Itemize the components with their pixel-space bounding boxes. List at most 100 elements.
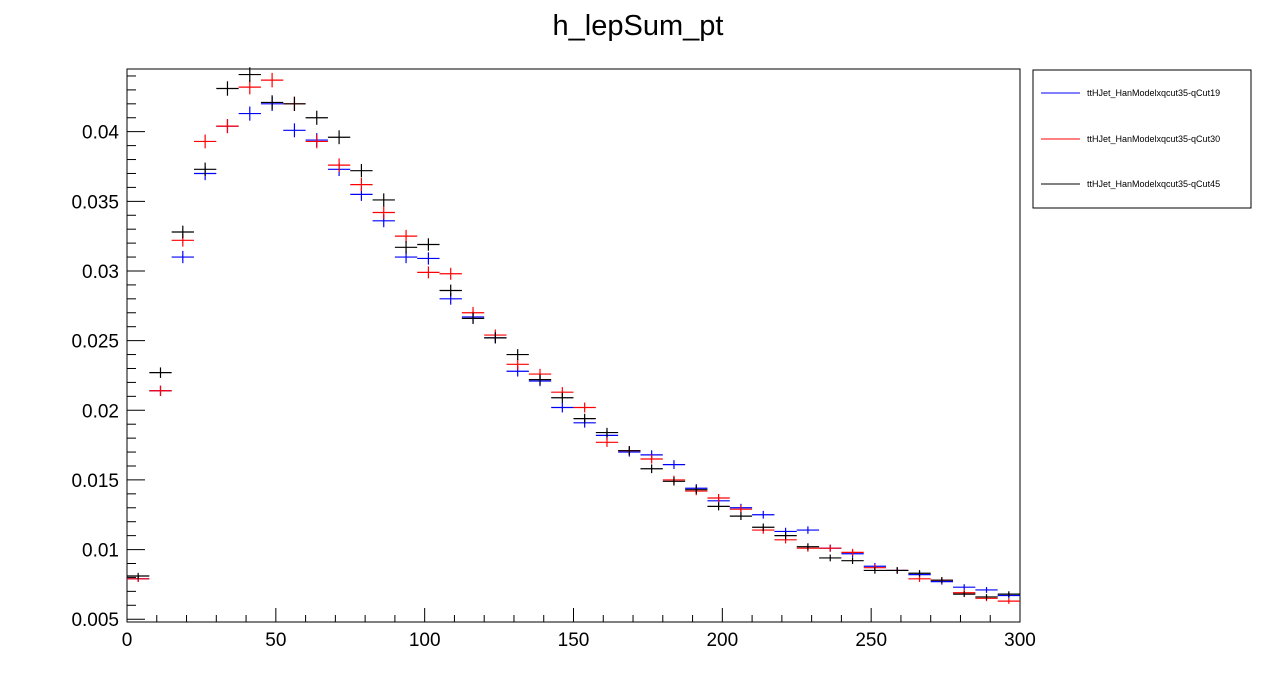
legend-label: ttHJet_HanModelxqcut35-qCut19 — [1087, 88, 1220, 98]
data-series — [127, 67, 1020, 604]
y-tick-label: 0.02 — [82, 401, 119, 422]
chart-title: h_lepSum_pt — [553, 10, 724, 42]
data-point — [484, 332, 507, 344]
data-point — [908, 575, 931, 582]
legend: ttHJet_HanModelxqcut35-qCut19 ttHJet_HanM… — [1032, 69, 1252, 209]
data-point — [461, 312, 485, 325]
y-tick-label: 0.015 — [71, 471, 119, 492]
y-tick-label: 0.035 — [71, 192, 119, 213]
data-point — [260, 95, 284, 110]
x-tick-label: 100 — [409, 630, 441, 651]
data-point — [796, 543, 820, 551]
y-tick-label: 0.005 — [71, 610, 119, 631]
data-point — [394, 241, 418, 254]
data-point — [394, 229, 418, 243]
x-tick-label: 0 — [122, 630, 133, 651]
data-point — [171, 225, 194, 239]
data-point — [149, 385, 172, 396]
data-point — [127, 572, 150, 580]
data-point — [283, 123, 306, 138]
data-point — [238, 106, 261, 121]
data-point — [618, 446, 641, 456]
data-point — [417, 252, 440, 265]
data-point — [707, 502, 730, 511]
data-point — [171, 250, 194, 264]
data-point — [372, 193, 395, 207]
data-point — [886, 567, 909, 574]
data-point — [350, 177, 373, 192]
x-axis: 0 50 100 150 200 250 300 — [122, 608, 1036, 651]
x-tick-label: 300 — [1004, 630, 1036, 651]
data-point — [305, 134, 328, 149]
data-point — [238, 79, 261, 95]
data-point — [283, 96, 306, 111]
data-point — [930, 577, 954, 584]
data-point — [350, 163, 373, 178]
plot-frame — [126, 68, 1021, 623]
x-tick-label: 150 — [558, 630, 590, 651]
data-point — [908, 570, 931, 577]
data-point — [729, 512, 753, 521]
y-tick-label: 0.03 — [82, 262, 119, 283]
series-1 — [127, 96, 1020, 599]
data-point — [372, 206, 395, 219]
data-point — [193, 134, 217, 149]
legend-label: ttHJet_HanModelxqcut35-qCut45 — [1087, 179, 1220, 189]
data-point — [841, 557, 864, 565]
data-point — [707, 493, 730, 503]
series-2 — [127, 72, 1020, 604]
data-point — [595, 437, 619, 447]
data-point — [796, 526, 820, 534]
y-axis: 0.005 0.01 0.015 0.02 0.025 0.03 0.035 0.04 — [71, 75, 145, 631]
data-point — [506, 358, 529, 370]
data-point — [819, 544, 842, 552]
data-point — [662, 460, 686, 470]
data-point — [997, 591, 1020, 598]
data-point — [305, 110, 328, 125]
data-point — [506, 349, 529, 360]
data-point — [439, 267, 462, 280]
series-3 — [127, 67, 1020, 600]
data-point — [260, 72, 284, 88]
data-point — [975, 594, 998, 600]
data-point — [573, 402, 596, 413]
data-point — [238, 67, 261, 82]
data-point — [417, 238, 440, 251]
data-point — [439, 284, 462, 297]
y-tick-label: 0.025 — [71, 332, 119, 353]
data-point — [327, 130, 351, 145]
y-tick-label: 0.01 — [82, 541, 119, 562]
y-tick-label: 0.04 — [82, 123, 119, 144]
x-tick-label: 50 — [265, 630, 286, 651]
data-point — [863, 567, 887, 574]
data-point — [216, 81, 239, 96]
data-point — [551, 402, 574, 413]
data-point — [774, 531, 797, 540]
data-point — [193, 162, 217, 177]
data-point — [417, 266, 440, 279]
data-point — [640, 464, 663, 474]
data-point — [662, 477, 686, 486]
x-tick-label: 200 — [706, 630, 738, 651]
data-point — [327, 158, 351, 172]
data-point — [729, 505, 753, 514]
data-point — [149, 367, 172, 378]
data-point — [997, 598, 1020, 604]
data-point — [216, 119, 239, 134]
data-point — [841, 548, 864, 556]
data-point — [953, 584, 976, 591]
data-point — [953, 591, 976, 598]
data-point — [975, 587, 998, 593]
data-point — [685, 485, 708, 494]
data-point — [752, 510, 775, 519]
x-tick-label: 250 — [855, 630, 887, 651]
data-point — [551, 392, 574, 403]
data-point — [573, 413, 596, 424]
data-point — [528, 374, 552, 385]
data-point — [752, 523, 775, 532]
data-point — [595, 427, 619, 438]
legend-label: ttHJet_HanModelxqcut35-qCut30 — [1087, 134, 1220, 144]
data-point — [640, 454, 663, 464]
data-point — [819, 554, 842, 562]
